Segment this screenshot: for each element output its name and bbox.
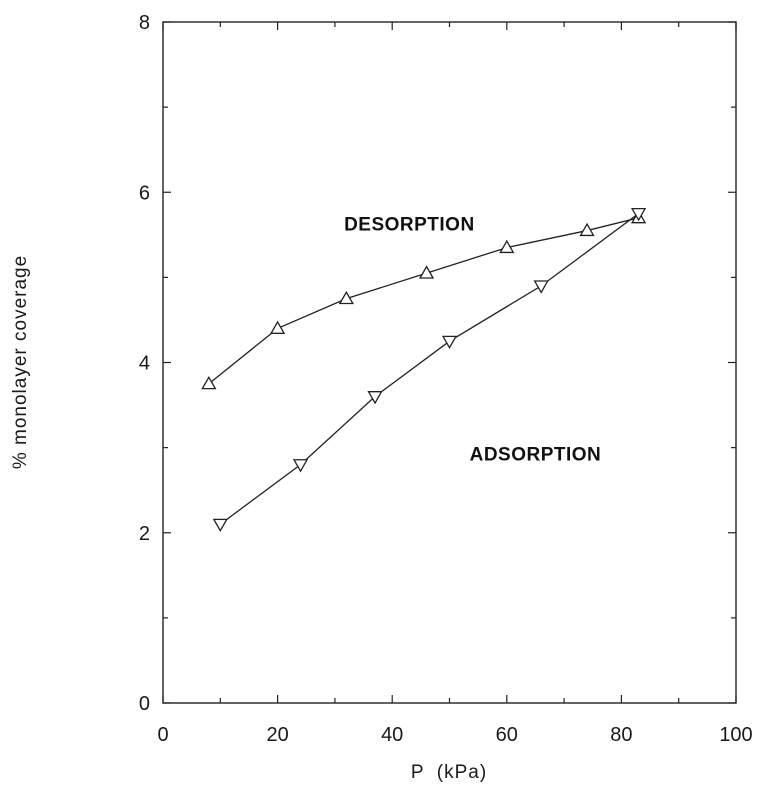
data-point xyxy=(292,459,309,473)
series-line xyxy=(219,213,639,525)
data-point xyxy=(418,265,435,279)
x-tick-label: 20 xyxy=(266,724,288,746)
data-point xyxy=(630,208,647,222)
data-point xyxy=(441,335,458,350)
y-tick-label: 2 xyxy=(139,523,150,545)
y-tick-label: 6 xyxy=(139,182,150,204)
plot-frame xyxy=(162,21,737,704)
data-point xyxy=(338,290,354,305)
x-tick-label: 60 xyxy=(496,724,518,746)
series-2 xyxy=(212,208,647,533)
data-point xyxy=(367,391,383,405)
x-axis-label: P (kPa) xyxy=(411,762,487,783)
data-point xyxy=(269,320,286,334)
annotation-label: ADSORPTION xyxy=(470,444,602,465)
axis-ticks xyxy=(162,21,737,704)
y-tick-label: 0 xyxy=(139,693,150,715)
data-point xyxy=(579,222,595,237)
y-axis-label: % monolayer coverage xyxy=(10,255,31,469)
data-point xyxy=(499,239,515,254)
y-tick-label: 4 xyxy=(139,353,150,375)
annotation-label: DESORPTION xyxy=(344,215,475,236)
x-tick-label: 40 xyxy=(381,724,403,746)
annotation-layer: DESORPTION ADSORPTION xyxy=(344,215,601,466)
series-1 xyxy=(201,209,647,390)
x-tick-label: 80 xyxy=(610,724,632,746)
x-tick-label: 0 xyxy=(157,724,168,746)
data-point xyxy=(212,518,228,533)
x-tick-label: 100 xyxy=(719,724,752,746)
y-tick-label: 8 xyxy=(139,12,150,34)
data-point xyxy=(533,280,549,294)
tick-labels: 0 20 40 60 80 100 0 2 4 6 8 xyxy=(139,12,753,746)
series-layer xyxy=(201,208,647,533)
data-point xyxy=(201,375,217,390)
series-line xyxy=(208,217,639,385)
